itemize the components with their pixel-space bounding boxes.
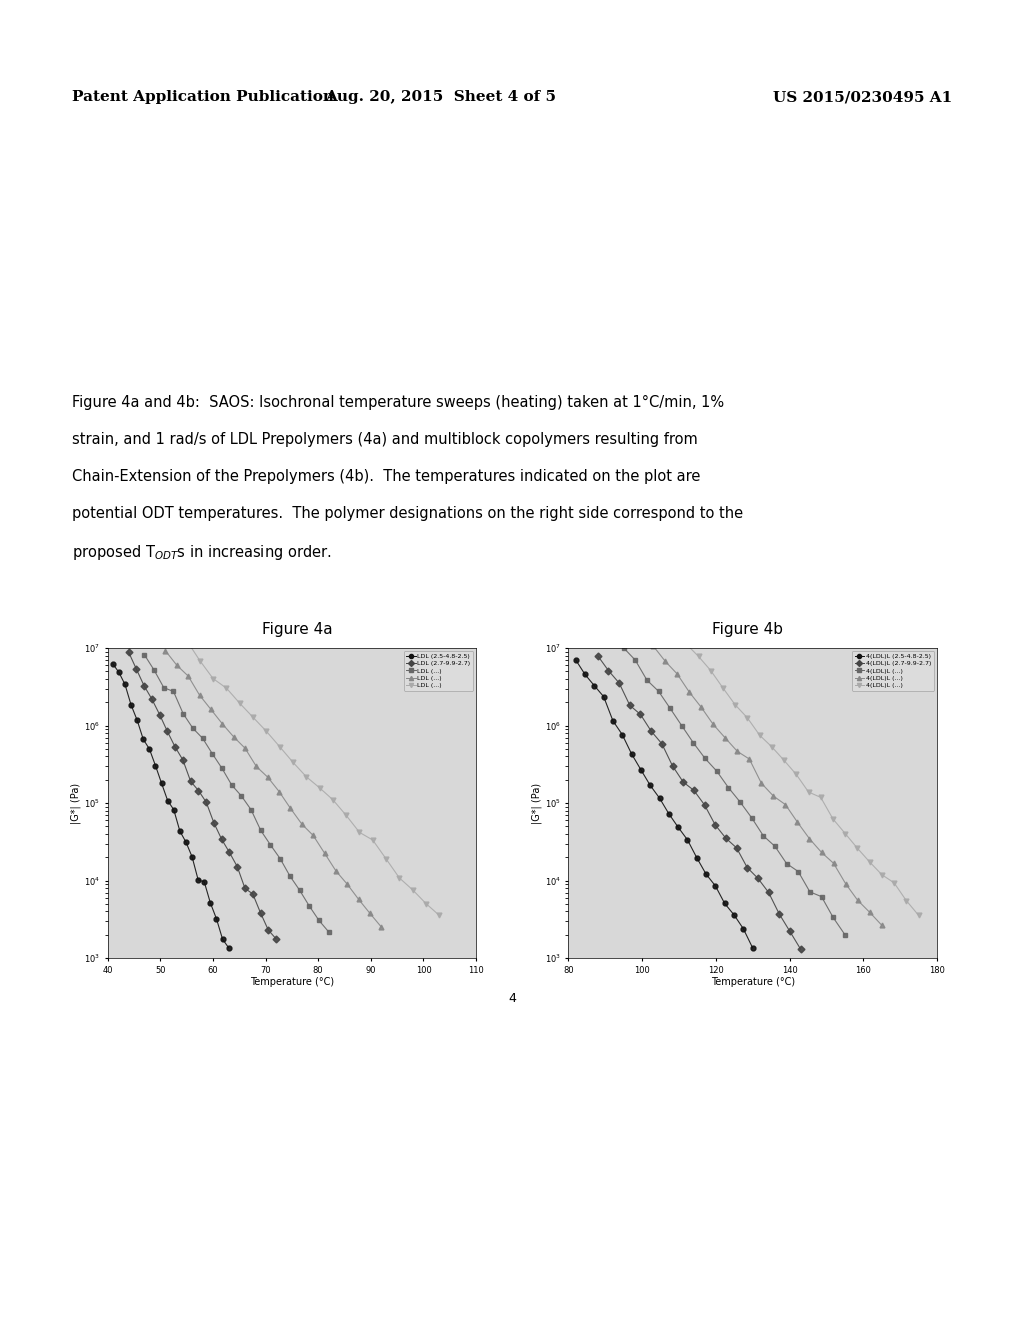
Text: 4: 4 bbox=[508, 991, 516, 1005]
Y-axis label: |G*| (Pa): |G*| (Pa) bbox=[71, 783, 81, 824]
Text: Patent Application Publication: Patent Application Publication bbox=[72, 91, 334, 104]
Text: potential ODT temperatures.  The polymer designations on the right side correspo: potential ODT temperatures. The polymer … bbox=[72, 506, 742, 521]
Legend: 4(LDL)L (2.5-4.8-2.5), 4(LDL)L (2.7-9.9-2.7), 4(LDL)L (...), 4(LDL)L (...), 4(LD: 4(LDL)L (2.5-4.8-2.5), 4(LDL)L (2.7-9.9-… bbox=[852, 651, 934, 690]
Legend: LDL (2.5-4.8-2.5), LDL (2.7-9.9-2.7), LDL (...), LDL (...), LDL (...): LDL (2.5-4.8-2.5), LDL (2.7-9.9-2.7), LD… bbox=[403, 651, 473, 690]
Text: US 2015/0230495 A1: US 2015/0230495 A1 bbox=[773, 91, 952, 104]
Text: Aug. 20, 2015  Sheet 4 of 5: Aug. 20, 2015 Sheet 4 of 5 bbox=[325, 91, 556, 104]
Text: proposed T$_{ODT}$s in increasing order.: proposed T$_{ODT}$s in increasing order. bbox=[72, 543, 332, 562]
Text: Figure 4b: Figure 4b bbox=[712, 623, 783, 638]
Text: strain, and 1 rad/s of LDL Prepolymers (4a) and multiblock copolymers resulting : strain, and 1 rad/s of LDL Prepolymers (… bbox=[72, 432, 697, 447]
X-axis label: Temperature (°C): Temperature (°C) bbox=[711, 977, 795, 987]
Text: Figure 4a: Figure 4a bbox=[262, 623, 332, 638]
X-axis label: Temperature (°C): Temperature (°C) bbox=[250, 977, 334, 987]
Y-axis label: |G*| (Pa): |G*| (Pa) bbox=[531, 783, 542, 824]
Text: Figure 4a and 4b:  SAOS: Isochronal temperature sweeps (heating) taken at 1°C/mi: Figure 4a and 4b: SAOS: Isochronal tempe… bbox=[72, 395, 724, 411]
Text: Chain-Extension of the Prepolymers (4b).  The temperatures indicated on the plot: Chain-Extension of the Prepolymers (4b).… bbox=[72, 469, 700, 484]
